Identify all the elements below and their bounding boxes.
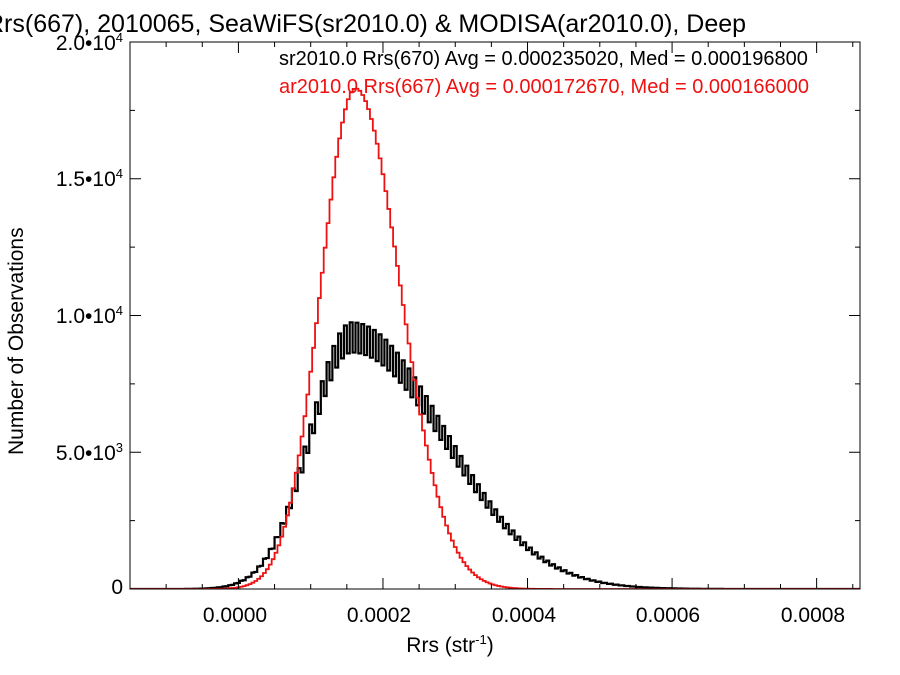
- series-layer: [130, 87, 860, 589]
- plot-frame: [129, 41, 861, 590]
- series-sr2010.0: [130, 321, 860, 589]
- y-tick-mantissa: 5.0•10: [55, 442, 116, 465]
- legend-entry-sr2010: sr2010.0 Rrs(670) Avg = 0.000235020, Med…: [279, 48, 808, 70]
- y-tick-mantissa: 2.0•10: [55, 32, 116, 55]
- y-tick-exponent: 4: [115, 303, 123, 318]
- y-tick-mantissa: 0: [111, 576, 123, 599]
- axes-layer: [129, 41, 861, 590]
- legend-entry-ar2010: ar2010.0 Rrs(667) Avg = 0.000172670, Med…: [279, 76, 810, 98]
- x-axis-label-end: ): [486, 634, 494, 657]
- y-tick-exponent: 4: [115, 30, 123, 45]
- x-tick-label-0.0008: 0.0008: [780, 604, 846, 627]
- chart-title: Rrs(667), 2010065, SeaWiFS(sr2010.0) & M…: [0, 10, 747, 38]
- y-tick-mantissa: 1.0•10: [55, 305, 116, 328]
- x-tick-label-0.0006: 0.0006: [635, 604, 701, 627]
- y-tick-exponent: 4: [115, 166, 123, 181]
- x-axis-label-main: Rrs (str: [406, 634, 476, 657]
- y-tick-label-10000: 1.0•104: [56, 303, 123, 329]
- x-tick-label-0.0004: 0.0004: [491, 604, 557, 627]
- y-tick-mantissa: 1.5•10: [55, 168, 116, 191]
- y-axis-label: Number of Observations: [5, 227, 28, 455]
- y-tick-exponent: 3: [115, 440, 123, 455]
- x-axis-label: Rrs (str-1): [0, 632, 900, 658]
- series-ar2010.0: [130, 87, 860, 589]
- y-tick-label-0: 0: [111, 574, 123, 600]
- x-axis-label-sup: -1: [475, 632, 487, 647]
- x-tick-label-0.0002: 0.0002: [346, 604, 412, 627]
- x-tick-label-0.0000: 0.0000: [202, 604, 268, 627]
- y-tick-label-20000: 2.0•104: [56, 30, 123, 56]
- y-tick-label-15000: 1.5•104: [56, 166, 123, 192]
- y-tick-label-5000: 5.0•103: [56, 440, 123, 466]
